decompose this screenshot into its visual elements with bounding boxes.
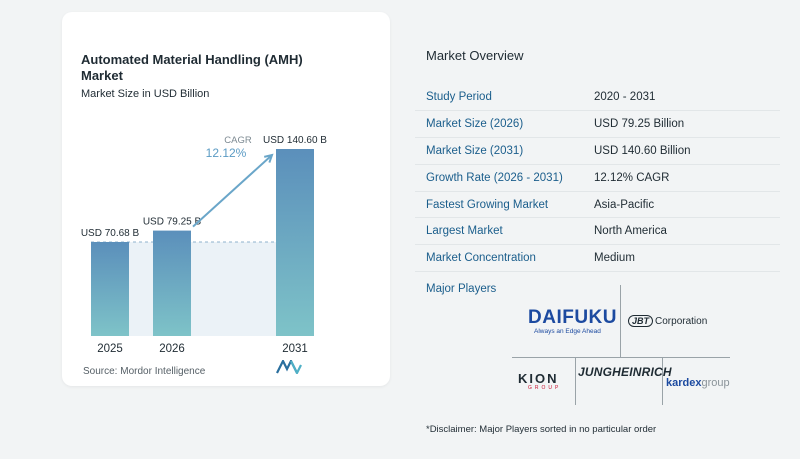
row-value: Asia-Pacific (583, 191, 780, 219)
kardex-logo: kardexgroup (666, 377, 730, 389)
cagr-arrowhead (263, 153, 274, 163)
row-value: 12.12% CAGR (583, 164, 780, 192)
row-value: USD 140.60 Billion (583, 137, 780, 165)
kardex-group: group (701, 377, 730, 389)
bar-value-label: USD 70.68 B (81, 228, 140, 239)
row-value: USD 79.25 Billion (583, 110, 780, 139)
jungheinrich-logo: JUNGHEINRICH (578, 365, 672, 379)
bar (153, 230, 191, 336)
major-players-label: Major Players (426, 283, 497, 295)
bar-value-label: USD 79.25 B (143, 217, 202, 228)
row-key: Fastest Growing Market (415, 191, 583, 219)
row-value: 2020 - 2031 (583, 84, 780, 112)
row-value: North America (583, 217, 780, 246)
cagr-label: CAGR (224, 135, 252, 146)
row-key: Market Size (2031) (415, 137, 583, 165)
jbt-badge: JBT (628, 315, 654, 327)
bar (276, 149, 314, 336)
daifuku-logo: DAIFUKU (528, 307, 617, 328)
jbt-logo: JBT Corporation (628, 315, 707, 327)
row-value: Medium (583, 244, 780, 273)
x-tick-label: 2025 (97, 343, 123, 355)
table-row: Market Concentration Medium (415, 244, 780, 273)
cagr-arrow (192, 154, 273, 228)
row-key: Study Period (415, 84, 583, 112)
divider (575, 357, 576, 405)
table-row: Market Size (2026) USD 79.25 Billion (415, 110, 780, 139)
x-tick-label: 2026 (159, 343, 185, 355)
daifuku-tagline: Always an Edge Ahead (534, 328, 601, 335)
chart-subtitle: Market Size in USD Billion (81, 88, 210, 100)
divider (620, 285, 621, 357)
table-row: Market Size (2031) USD 140.60 Billion (415, 137, 780, 165)
overview-table: Study Period 2020 - 2031 Market Size (202… (415, 84, 780, 273)
row-key: Market Concentration (415, 244, 583, 273)
table-row: Study Period 2020 - 2031 (415, 84, 780, 112)
x-tick-label: 2031 (282, 343, 308, 355)
row-key: Largest Market (415, 217, 583, 246)
jbt-word: Corporation (655, 316, 708, 327)
divider (662, 357, 663, 405)
table-row: Growth Rate (2026 - 2031) 12.12% CAGR (415, 164, 780, 192)
mordor-logo-icon (276, 360, 302, 374)
bar-chart: USD 70.68 B 2025 USD 79.25 B 2026 USD 140.60… (81, 135, 327, 355)
chart-title: Automated Material Handling (AMH) Market (81, 52, 303, 83)
kion-sub: GROUP (528, 385, 562, 391)
overview-title: Market Overview (426, 48, 524, 63)
source-note: Source: Mordor Intelligence (83, 366, 206, 377)
row-key: Market Size (2026) (415, 110, 583, 139)
disclaimer: *Disclaimer: Major Players sorted in no … (426, 424, 657, 435)
divider (512, 357, 730, 358)
kardex-word: kardex (666, 377, 702, 389)
table-row: Fastest Growing Market Asia-Pacific (415, 191, 780, 219)
row-key: Growth Rate (2026 - 2031) (415, 164, 583, 192)
bar (91, 241, 129, 336)
bar-value-label: USD 140.60 B (263, 135, 327, 146)
major-players-logos: DAIFUKU Always an Edge Ahead JBT Corporat… (512, 285, 732, 405)
table-row: Largest Market North America (415, 217, 780, 246)
kion-logo: KION (518, 371, 559, 386)
cagr-value: 12.12% (206, 146, 247, 160)
